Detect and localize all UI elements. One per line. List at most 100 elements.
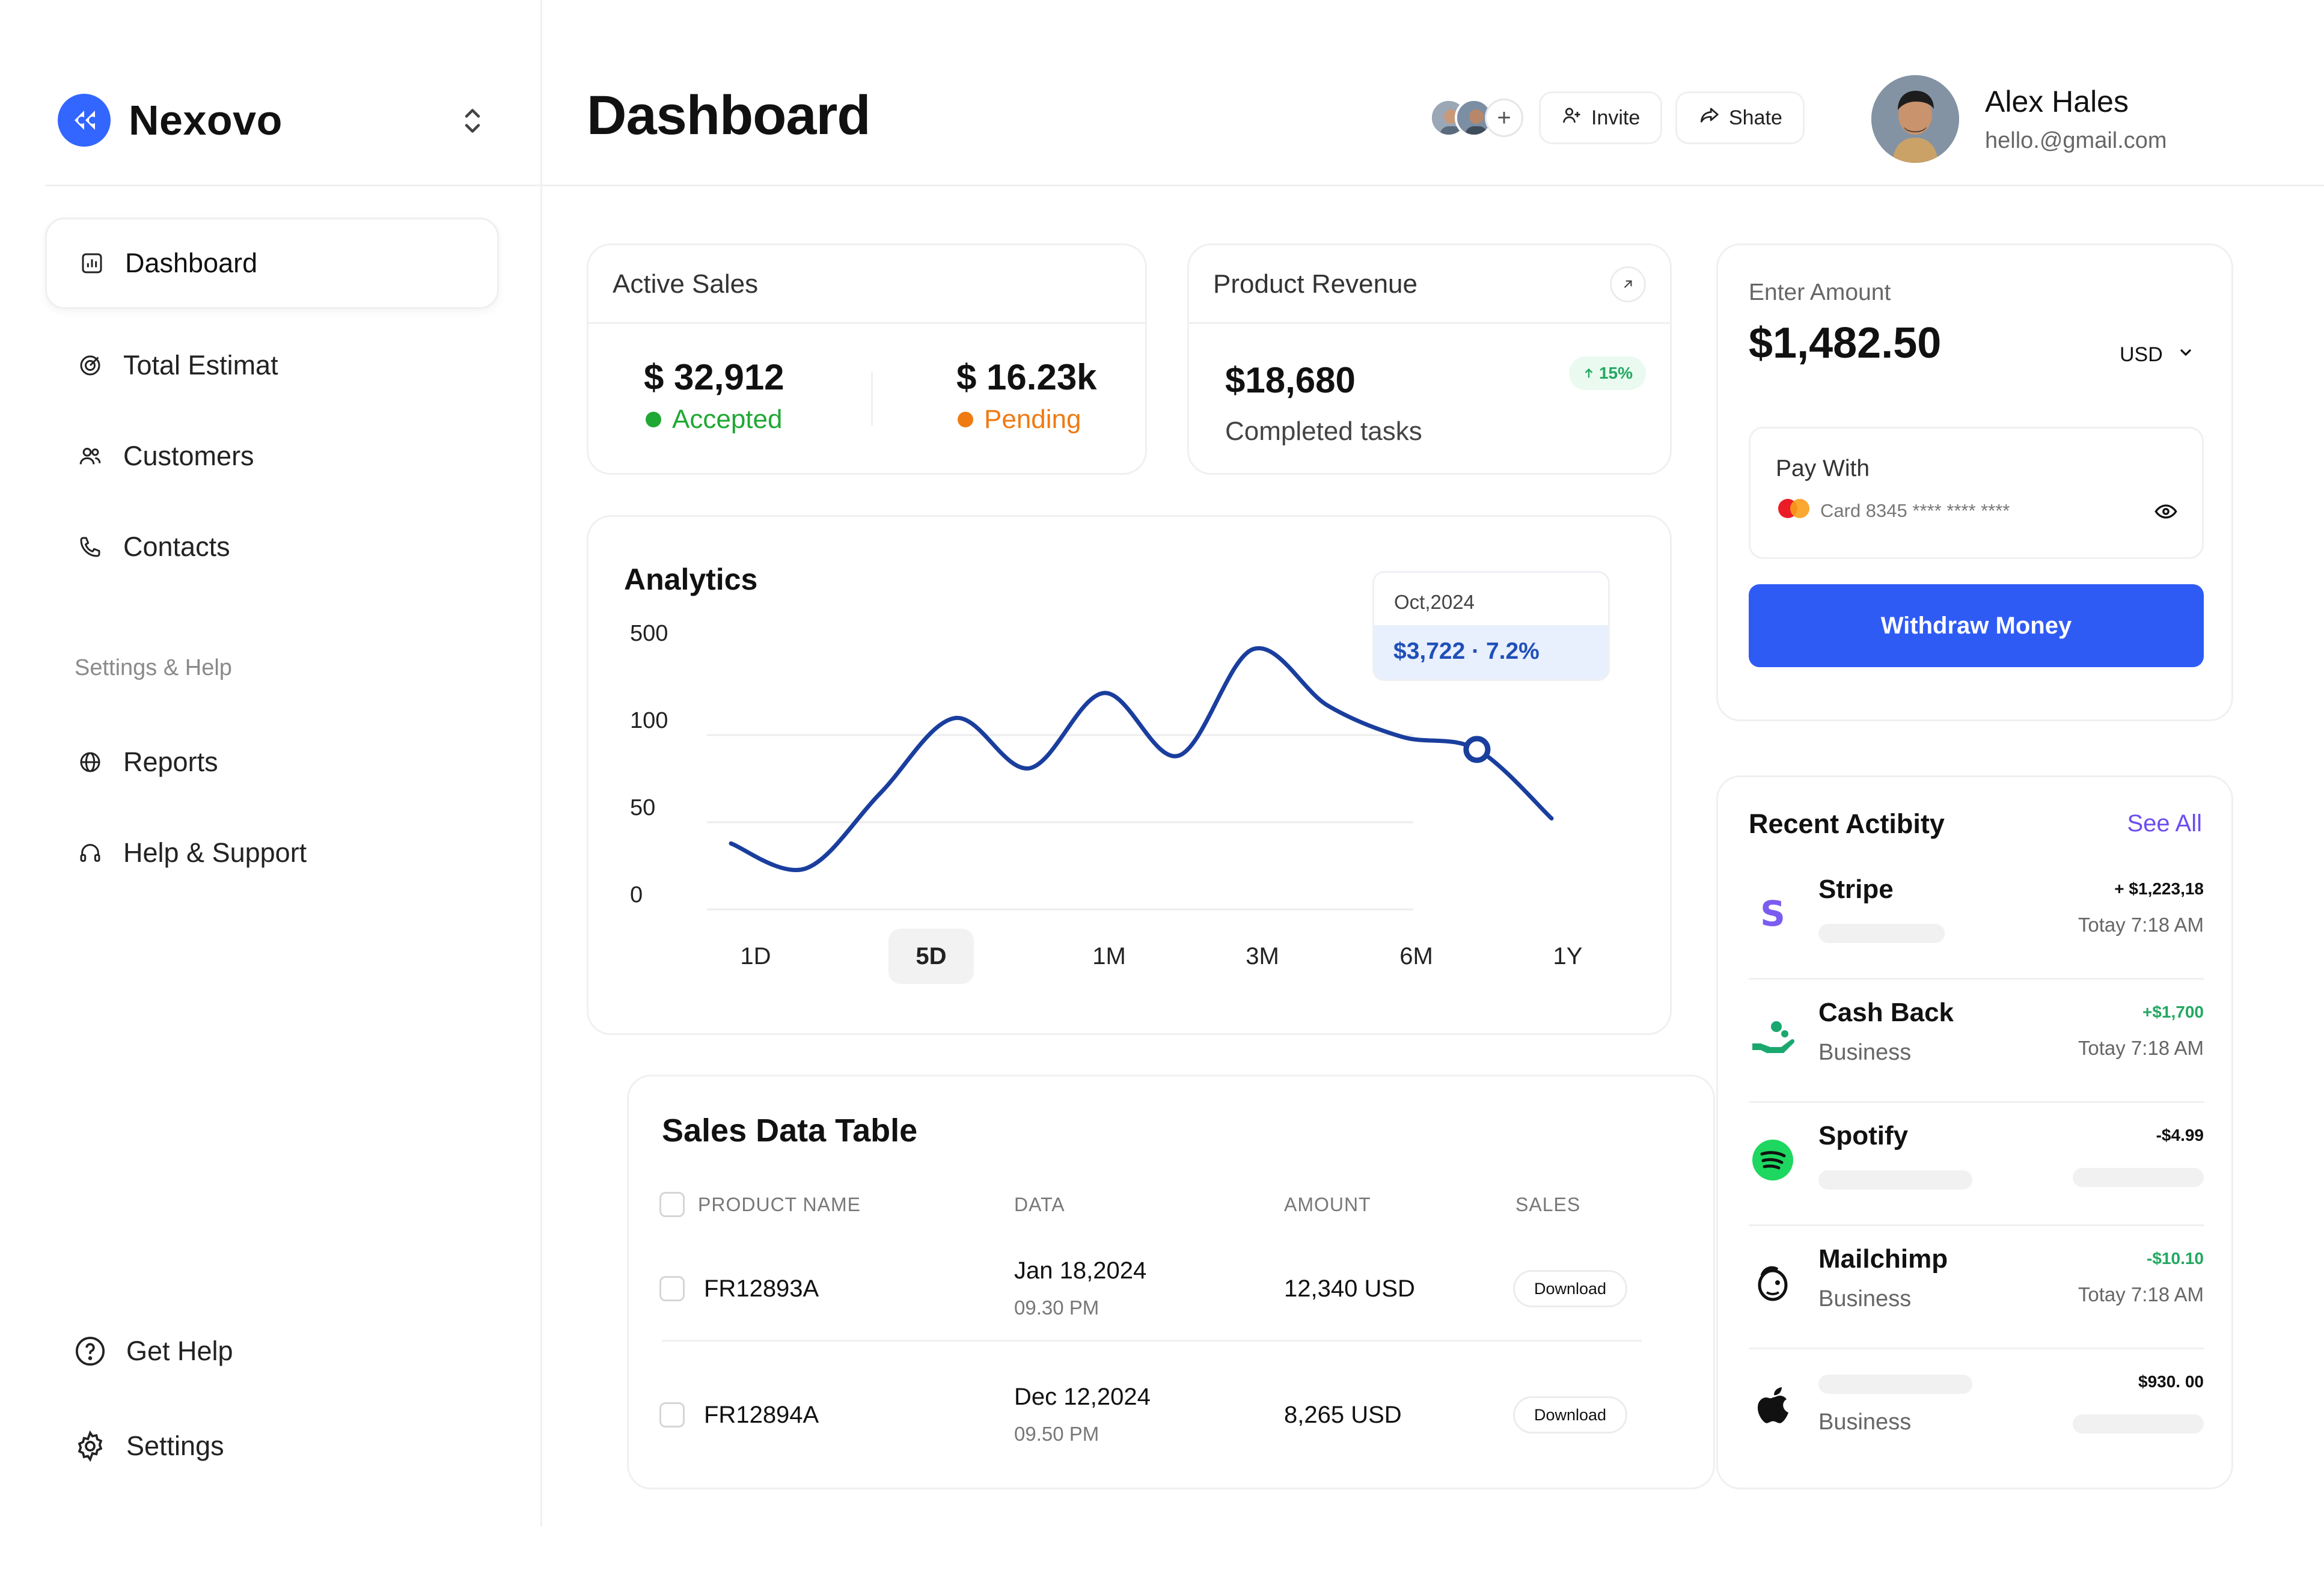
- column-header-data: DATA: [1014, 1194, 1065, 1215]
- activity-name: Mailchimp: [1818, 1244, 1948, 1274]
- card-title: Product Revenue: [1213, 269, 1417, 299]
- cell-date: Jan 18,2024: [1014, 1257, 1147, 1284]
- header-divider: [542, 185, 2324, 186]
- sidebar-item-reports[interactable]: Reports: [45, 716, 499, 808]
- eye-icon[interactable]: [2154, 499, 2178, 527]
- recent-activity-title: Recent Actibity: [1749, 808, 1945, 839]
- placeholder-bar: [1818, 1375, 1972, 1394]
- activity-item[interactable]: Business $930. 00: [1749, 1349, 2204, 1470]
- withdraw-money-button[interactable]: Withdraw Money: [1749, 584, 2204, 667]
- growth-badge: 15%: [1568, 356, 1646, 390]
- target-icon: [76, 352, 104, 379]
- sidebar-item-label: Contacts: [123, 531, 230, 562]
- chevron-up-down-icon[interactable]: [454, 103, 491, 139]
- activity-item[interactable]: Cash Back Business +$1,700 Totay 7:18 AM: [1749, 980, 2204, 1103]
- activity-name: Stripe: [1818, 875, 1894, 904]
- range-3m-button[interactable]: 3M: [1246, 942, 1279, 970]
- pay-with-box[interactable]: Pay With Card 8345 **** **** ****: [1749, 427, 2204, 559]
- sidebar-item-total-estimat[interactable]: Total Estimat: [45, 320, 499, 411]
- gear-icon: [73, 1429, 107, 1463]
- range-5d-button[interactable]: 5D: [888, 929, 974, 984]
- chart-tooltip: Oct,2024 $3,722 · 7.2%: [1372, 571, 1610, 681]
- activity-item[interactable]: Mailchimp Business -$10.10 Totay 7:18 AM: [1749, 1226, 2204, 1349]
- select-all-checkbox[interactable]: [659, 1192, 685, 1217]
- analytics-title: Analytics: [624, 563, 758, 596]
- sidebar-item-get-help[interactable]: Get Help: [45, 1305, 499, 1397]
- sidebar-item-customers[interactable]: Customers: [45, 411, 499, 502]
- question-circle-icon: [73, 1334, 107, 1368]
- sidebar-item-dashboard[interactable]: Dashboard: [45, 218, 499, 309]
- y-tick-label: 50: [630, 795, 655, 820]
- activity-sub: Business: [1818, 1040, 1912, 1065]
- table-title: Sales Data Table: [662, 1113, 918, 1149]
- currency-label: USD: [2120, 343, 2163, 366]
- row-divider: [662, 1340, 1642, 1342]
- sidebar-divider: [45, 185, 542, 186]
- y-tick-label: 500: [630, 621, 668, 646]
- sidebar-item-label: Total Estimat: [123, 350, 278, 380]
- profile-avatar[interactable]: [1871, 75, 1959, 163]
- row-divider: [1749, 1224, 2204, 1226]
- activity-amount: -$10.10: [2147, 1249, 2204, 1268]
- invite-button[interactable]: Invite: [1539, 91, 1663, 144]
- brand[interactable]: Nexovo: [58, 93, 503, 147]
- activity-amount: +$1,700: [2142, 1003, 2204, 1021]
- growth-badge-value: 15%: [1598, 364, 1633, 382]
- arrow-up-right-icon[interactable]: [1610, 266, 1646, 302]
- cell-amount: 8,265 USD: [1284, 1402, 1402, 1428]
- share-arrow-icon: [1698, 104, 1729, 132]
- see-all-link[interactable]: See All: [2127, 810, 2202, 837]
- range-1m-button[interactable]: 1M: [1092, 942, 1126, 970]
- active-sales-card: Active Sales $ 32,912 Accepted $ 16.23k …: [587, 243, 1147, 475]
- sidebar-item-contacts[interactable]: Contacts: [45, 501, 499, 593]
- product-revenue-card: Product Revenue $18,680 15% Completed ta…: [1187, 243, 1672, 475]
- tooltip-date: Oct,2024: [1394, 591, 1475, 613]
- placeholder-bar: [1818, 924, 1945, 943]
- sidebar-item-settings[interactable]: Settings: [45, 1400, 499, 1492]
- profile-email: hello.@gmail.com: [1985, 128, 2167, 153]
- revenue-value: $18,680: [1225, 360, 1356, 400]
- row-divider: [1749, 978, 2204, 980]
- activity-item[interactable]: S Stripe + $1,223,18 Totay 7:18 AM: [1749, 857, 2204, 980]
- cell-date: Dec 12,2024: [1014, 1384, 1151, 1410]
- amount-value[interactable]: $1,482.50: [1749, 319, 1942, 367]
- user-plus-icon: [1561, 105, 1591, 132]
- download-button[interactable]: Download: [1513, 1270, 1627, 1307]
- bar-chart-icon: [78, 249, 106, 277]
- brand-logo-icon: [58, 94, 111, 147]
- range-6m-button[interactable]: 6M: [1399, 942, 1433, 970]
- add-member-button[interactable]: +: [1485, 99, 1523, 137]
- download-button[interactable]: Download: [1513, 1396, 1627, 1434]
- row-divider: [1749, 1101, 2204, 1103]
- activity-item[interactable]: Spotify -$4.99: [1749, 1103, 2204, 1226]
- range-1d-button[interactable]: 1D: [740, 942, 771, 970]
- cash-back-hand-icon: [1749, 1013, 1797, 1061]
- recent-activity-card: [1716, 775, 2233, 1489]
- row-checkbox[interactable]: [659, 1402, 685, 1428]
- green-dot-icon: [646, 412, 661, 427]
- currency-select[interactable]: USD: [2120, 343, 2195, 367]
- card-title: Active Sales: [613, 269, 759, 299]
- accepted-status: Accepted: [646, 405, 782, 435]
- activity-name: Cash Back: [1818, 998, 1954, 1027]
- tooltip-value: $3,722 · 7.2%: [1374, 625, 1608, 679]
- y-tick-label: 0: [630, 882, 643, 908]
- sidebar-item-label: Help & Support: [123, 837, 307, 868]
- sidebar-item-label: Reports: [123, 747, 218, 777]
- sidebar-item-help-support[interactable]: Help & Support: [45, 807, 499, 899]
- team-avatars[interactable]: +: [1430, 96, 1523, 139]
- share-button[interactable]: Shate: [1675, 91, 1805, 144]
- row-checkbox[interactable]: [659, 1276, 685, 1301]
- chart-highlight-point[interactable]: [1463, 736, 1491, 763]
- range-1y-button[interactable]: 1Y: [1553, 942, 1583, 970]
- activity-time: Totay 7:18 AM: [2078, 914, 2204, 936]
- pending-label: Pending: [984, 405, 1081, 434]
- activity-sub: Business: [1818, 1286, 1912, 1312]
- row-divider: [1749, 1348, 2204, 1349]
- activity-time: Totay 7:18 AM: [2078, 1283, 2204, 1305]
- placeholder-bar: [2073, 1414, 2204, 1434]
- orange-dot-icon: [958, 412, 973, 427]
- card-divider: [589, 322, 1145, 324]
- svg-text:S: S: [1760, 896, 1785, 932]
